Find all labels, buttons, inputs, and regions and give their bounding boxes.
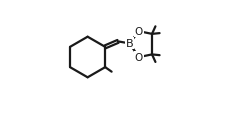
Text: B: B [126, 39, 133, 49]
Text: O: O [135, 27, 143, 37]
Text: O: O [135, 53, 143, 63]
